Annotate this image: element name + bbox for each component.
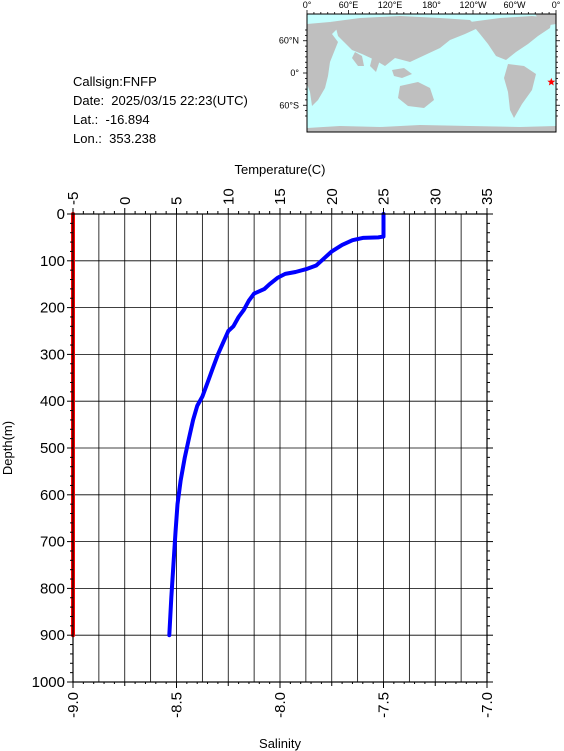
station-star-icon: [547, 77, 556, 86]
station-info: Callsign:FNFP Date: 2025/03/15 22:23(UTC…: [73, 72, 248, 148]
depth-tick-label: 300: [40, 346, 65, 363]
map-land: [307, 14, 556, 132]
salinity-tick-label: -9.0: [65, 692, 82, 718]
depth-tick-label: 400: [40, 393, 65, 410]
depth-tick-label: 700: [40, 534, 65, 551]
salinity-axis: -9.0 -8.5 -8.0 -7.5 -7.0: [65, 682, 496, 718]
map-landmass: [330, 16, 478, 66]
temperature-axis: -5 0 5 10 15 20 25 30 35: [65, 188, 496, 214]
depth-axis-title: Depth(m): [0, 421, 15, 475]
map-lon-label: 180°: [422, 0, 441, 10]
date-text: Date: 2025/03/15 22:23(UTC): [73, 93, 248, 108]
map-lat-label: 60°S: [279, 100, 299, 110]
map-landmass: [470, 16, 552, 60]
temperature-tick-label: 25: [376, 188, 393, 205]
temperature-tick-label: -5: [65, 192, 82, 205]
map-lat-label: 60°N: [279, 36, 299, 46]
depth-tick-label: 900: [40, 627, 65, 644]
latitude-text: Lat.: -16.894: [73, 112, 150, 127]
map-landmass: [307, 125, 556, 132]
map-landmass: [392, 68, 412, 78]
map-lon-label: 120°E: [378, 0, 403, 10]
map-landmass: [370, 58, 380, 72]
world-map: 0° 60°E 120°E 180° 120°W 60°W 0° 60°N 0° 60°S: [279, 0, 561, 133]
temperature-tick-label: 0: [117, 197, 134, 205]
salinity-tick-label: -8.0: [272, 692, 289, 718]
map-longitude-labels: 0° 60°E 120°E 180° 120°W 60°W 0°: [303, 0, 561, 10]
temperature-tick-label: 30: [427, 188, 444, 205]
map-lon-label: 60°E: [339, 0, 359, 10]
depth-tick-label: 1000: [32, 674, 65, 691]
temperature-tick-label: 10: [220, 188, 237, 205]
temperature-tick-label: 20: [324, 188, 341, 205]
temperature-tick-label: 15: [272, 188, 289, 205]
map-landmass: [352, 52, 364, 66]
salinity-tick-label: -8.5: [169, 692, 186, 718]
depth-tick-label: 100: [40, 253, 65, 270]
map-ticks: [303, 10, 560, 117]
salinity-tick-label: -7.0: [479, 692, 496, 718]
map-latitude-labels: 60°N 0° 60°S: [279, 36, 300, 111]
temperature-tick-label: 5: [169, 197, 186, 205]
map-landmass: [535, 14, 556, 26]
map-landmass: [398, 82, 434, 108]
depth-tick-label: 500: [40, 440, 65, 457]
salinity-axis-title: Salinity: [259, 736, 301, 751]
depth-axis: 0 100 200 300 400 500 600 700 800 900 1000: [32, 206, 493, 691]
map-lon-label: 0°: [552, 0, 561, 10]
station-marker: [547, 77, 556, 86]
map-lat-label: 0°: [290, 68, 299, 78]
temperature-profile-line: [167, 212, 386, 638]
longitude-text: Lon.: 353.238: [73, 131, 157, 146]
depth-tick-label: 200: [40, 300, 65, 317]
map-lon-label: 60°W: [503, 0, 526, 10]
callsign-text: Callsign:FNFP: [73, 74, 157, 89]
map-lon-label: 120°W: [459, 0, 487, 10]
map-landmass: [504, 64, 536, 118]
temperature-axis-title: Temperature(C): [234, 162, 325, 177]
depth-tick-label: 800: [40, 580, 65, 597]
map-lon-label: 0°: [303, 0, 312, 10]
depth-tick-label: 0: [57, 206, 65, 223]
temperature-tick-label: 35: [479, 188, 496, 205]
salinity-tick-label: -7.5: [376, 692, 393, 718]
depth-tick-label: 600: [40, 487, 65, 504]
map-landmass: [307, 22, 338, 106]
